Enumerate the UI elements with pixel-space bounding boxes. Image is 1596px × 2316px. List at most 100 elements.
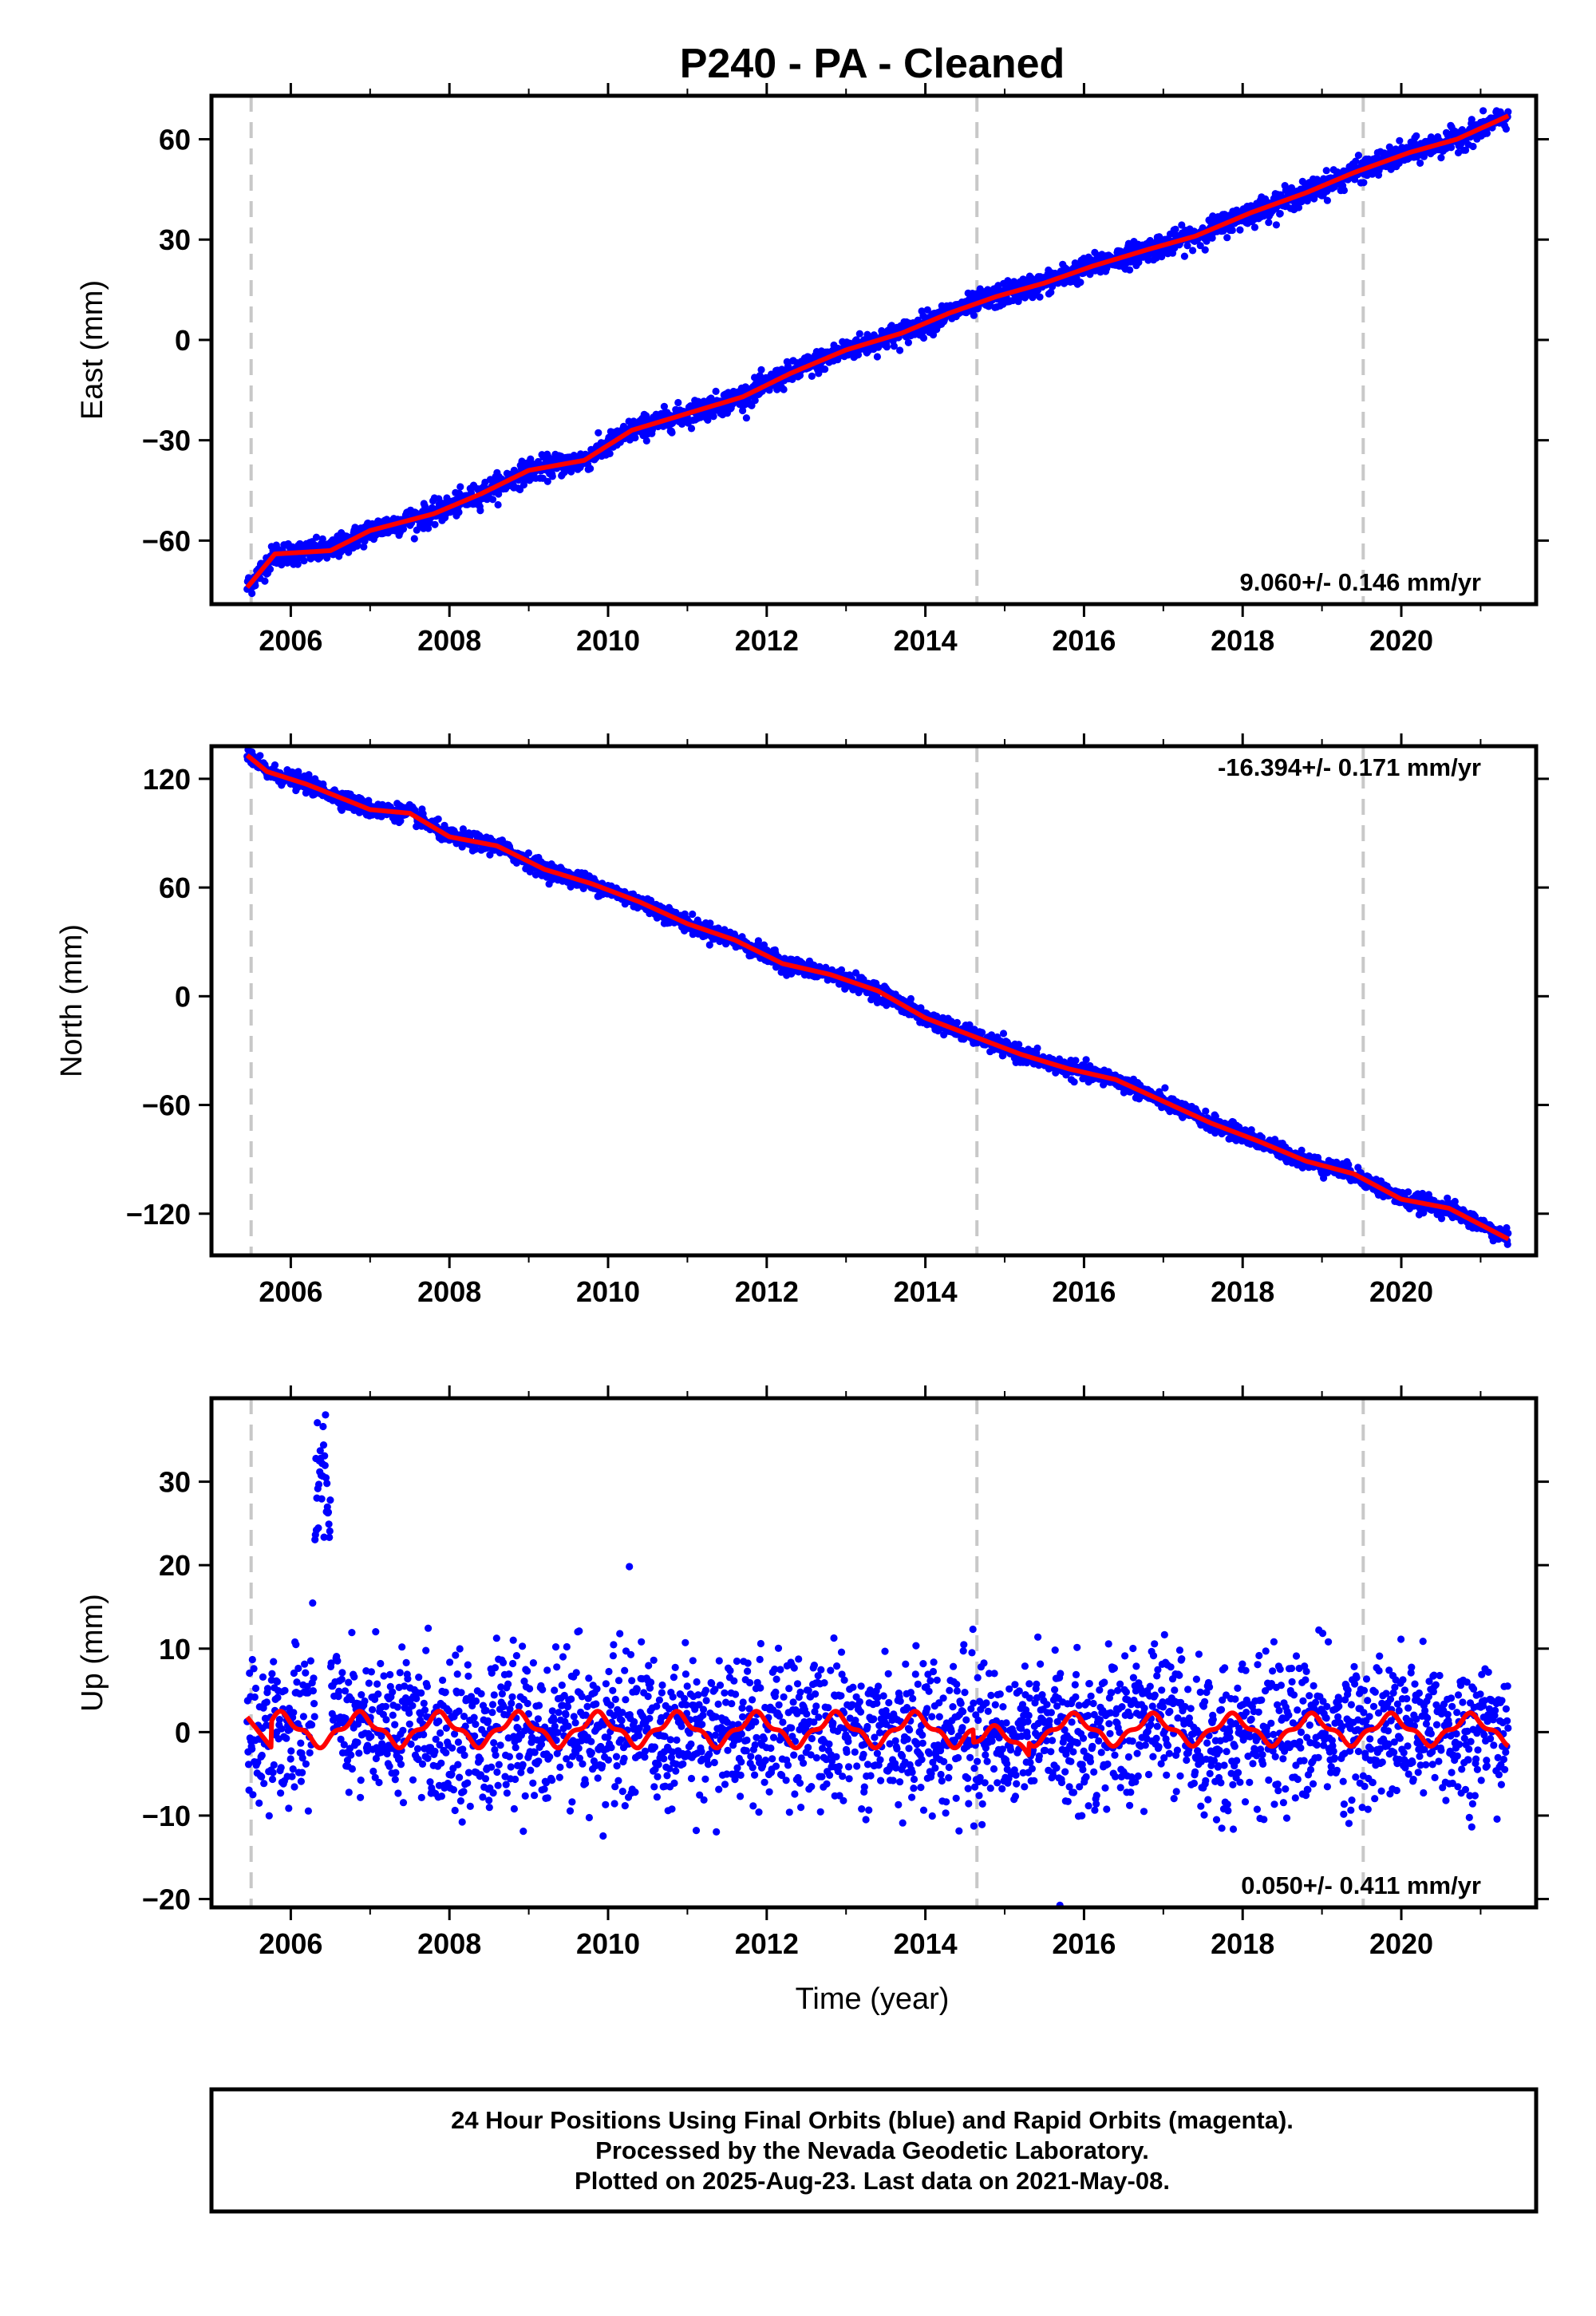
y-tick-label: 30 xyxy=(159,223,191,256)
data-point xyxy=(689,910,697,919)
rate-label: 9.060+/- 0.146 mm/yr xyxy=(1240,568,1481,596)
data-point xyxy=(251,582,259,590)
data-point xyxy=(1354,152,1362,160)
data-point xyxy=(476,507,484,515)
data-point xyxy=(1189,247,1197,255)
chart-title: P240 - PA - Cleaned xyxy=(680,41,1065,87)
data-point xyxy=(1033,1044,1041,1052)
data-point xyxy=(709,413,717,421)
data-point xyxy=(1223,234,1231,242)
data-point xyxy=(1250,223,1258,231)
data-point xyxy=(1437,154,1445,162)
data-point xyxy=(687,425,696,433)
data-point xyxy=(1479,107,1487,115)
data-point xyxy=(1340,186,1348,195)
data-point xyxy=(360,543,368,551)
data-point xyxy=(1082,1056,1090,1064)
data-point xyxy=(1036,293,1044,301)
data-point xyxy=(567,468,575,476)
data-point xyxy=(742,414,751,422)
y-axis-title: East (mm) xyxy=(76,280,109,420)
data-point xyxy=(548,472,556,480)
data-point xyxy=(294,560,302,568)
data-point xyxy=(312,533,321,541)
data-point xyxy=(890,342,898,350)
data-point xyxy=(919,334,928,342)
data-point xyxy=(923,306,931,314)
data-point xyxy=(434,815,442,823)
data-point xyxy=(266,565,275,573)
data-point xyxy=(399,525,408,533)
data-point xyxy=(1322,167,1330,175)
x-tick-label: 2008 xyxy=(417,624,481,657)
x-tick-label: 2020 xyxy=(1369,624,1433,657)
plot-area xyxy=(243,96,1512,604)
data-point xyxy=(854,350,863,359)
data-point xyxy=(410,535,418,543)
data-point xyxy=(1265,219,1273,227)
data-point xyxy=(1416,159,1424,167)
data-point xyxy=(855,330,863,338)
data-point xyxy=(1360,179,1368,187)
data-point xyxy=(524,849,533,857)
data-point xyxy=(1077,279,1084,287)
data-point xyxy=(1272,221,1280,229)
y-tick-label: 60 xyxy=(159,123,191,156)
data-point xyxy=(1412,132,1420,140)
data-point xyxy=(318,535,326,543)
data-point xyxy=(821,366,829,373)
data-point xyxy=(631,433,639,442)
data-point xyxy=(907,994,915,1003)
data-point xyxy=(896,346,904,354)
y-tick-label: 0 xyxy=(175,324,191,357)
data-point xyxy=(674,398,682,407)
data-point xyxy=(1171,225,1179,233)
data-point xyxy=(712,387,720,395)
data-point xyxy=(456,483,464,491)
x-tick-label: 2016 xyxy=(1052,624,1116,657)
data-point xyxy=(1202,1107,1210,1115)
data-point xyxy=(1504,108,1512,116)
data-point xyxy=(904,338,912,346)
data-point xyxy=(780,385,788,393)
data-point xyxy=(1047,288,1055,296)
data-point xyxy=(1072,1057,1080,1065)
x-tick-label: 2006 xyxy=(259,624,322,657)
data-point xyxy=(668,429,676,437)
data-point xyxy=(587,464,595,472)
x-tick-label: 2010 xyxy=(576,624,640,657)
data-point xyxy=(1070,1078,1078,1086)
data-point xyxy=(1469,142,1477,151)
data-point xyxy=(425,524,433,532)
x-tick-label: 2014 xyxy=(894,624,958,657)
data-point xyxy=(1126,266,1134,274)
data-point xyxy=(256,752,264,760)
data-point xyxy=(999,1030,1008,1037)
data-point xyxy=(494,500,502,509)
data-point xyxy=(1201,246,1209,254)
y-tick-label: −60 xyxy=(142,524,191,557)
data-point xyxy=(1323,196,1331,204)
data-point xyxy=(1396,136,1404,144)
data-point xyxy=(970,311,978,319)
data-point xyxy=(1180,252,1188,260)
data-point xyxy=(1228,226,1236,235)
data-point xyxy=(883,343,891,351)
data-point xyxy=(1447,144,1456,152)
data-point xyxy=(815,370,823,377)
x-tick-label: 2012 xyxy=(735,624,799,657)
data-point xyxy=(1276,210,1284,218)
x-tick-label: 2018 xyxy=(1211,624,1274,657)
data-point xyxy=(642,437,650,445)
data-point xyxy=(1236,226,1244,234)
data-point xyxy=(751,397,759,405)
y-tick-label: −30 xyxy=(142,425,191,457)
data-point xyxy=(660,402,669,410)
data-point xyxy=(261,577,269,585)
data-point xyxy=(271,761,279,769)
data-point xyxy=(953,1018,961,1026)
data-point xyxy=(873,353,881,361)
data-point xyxy=(808,372,816,380)
